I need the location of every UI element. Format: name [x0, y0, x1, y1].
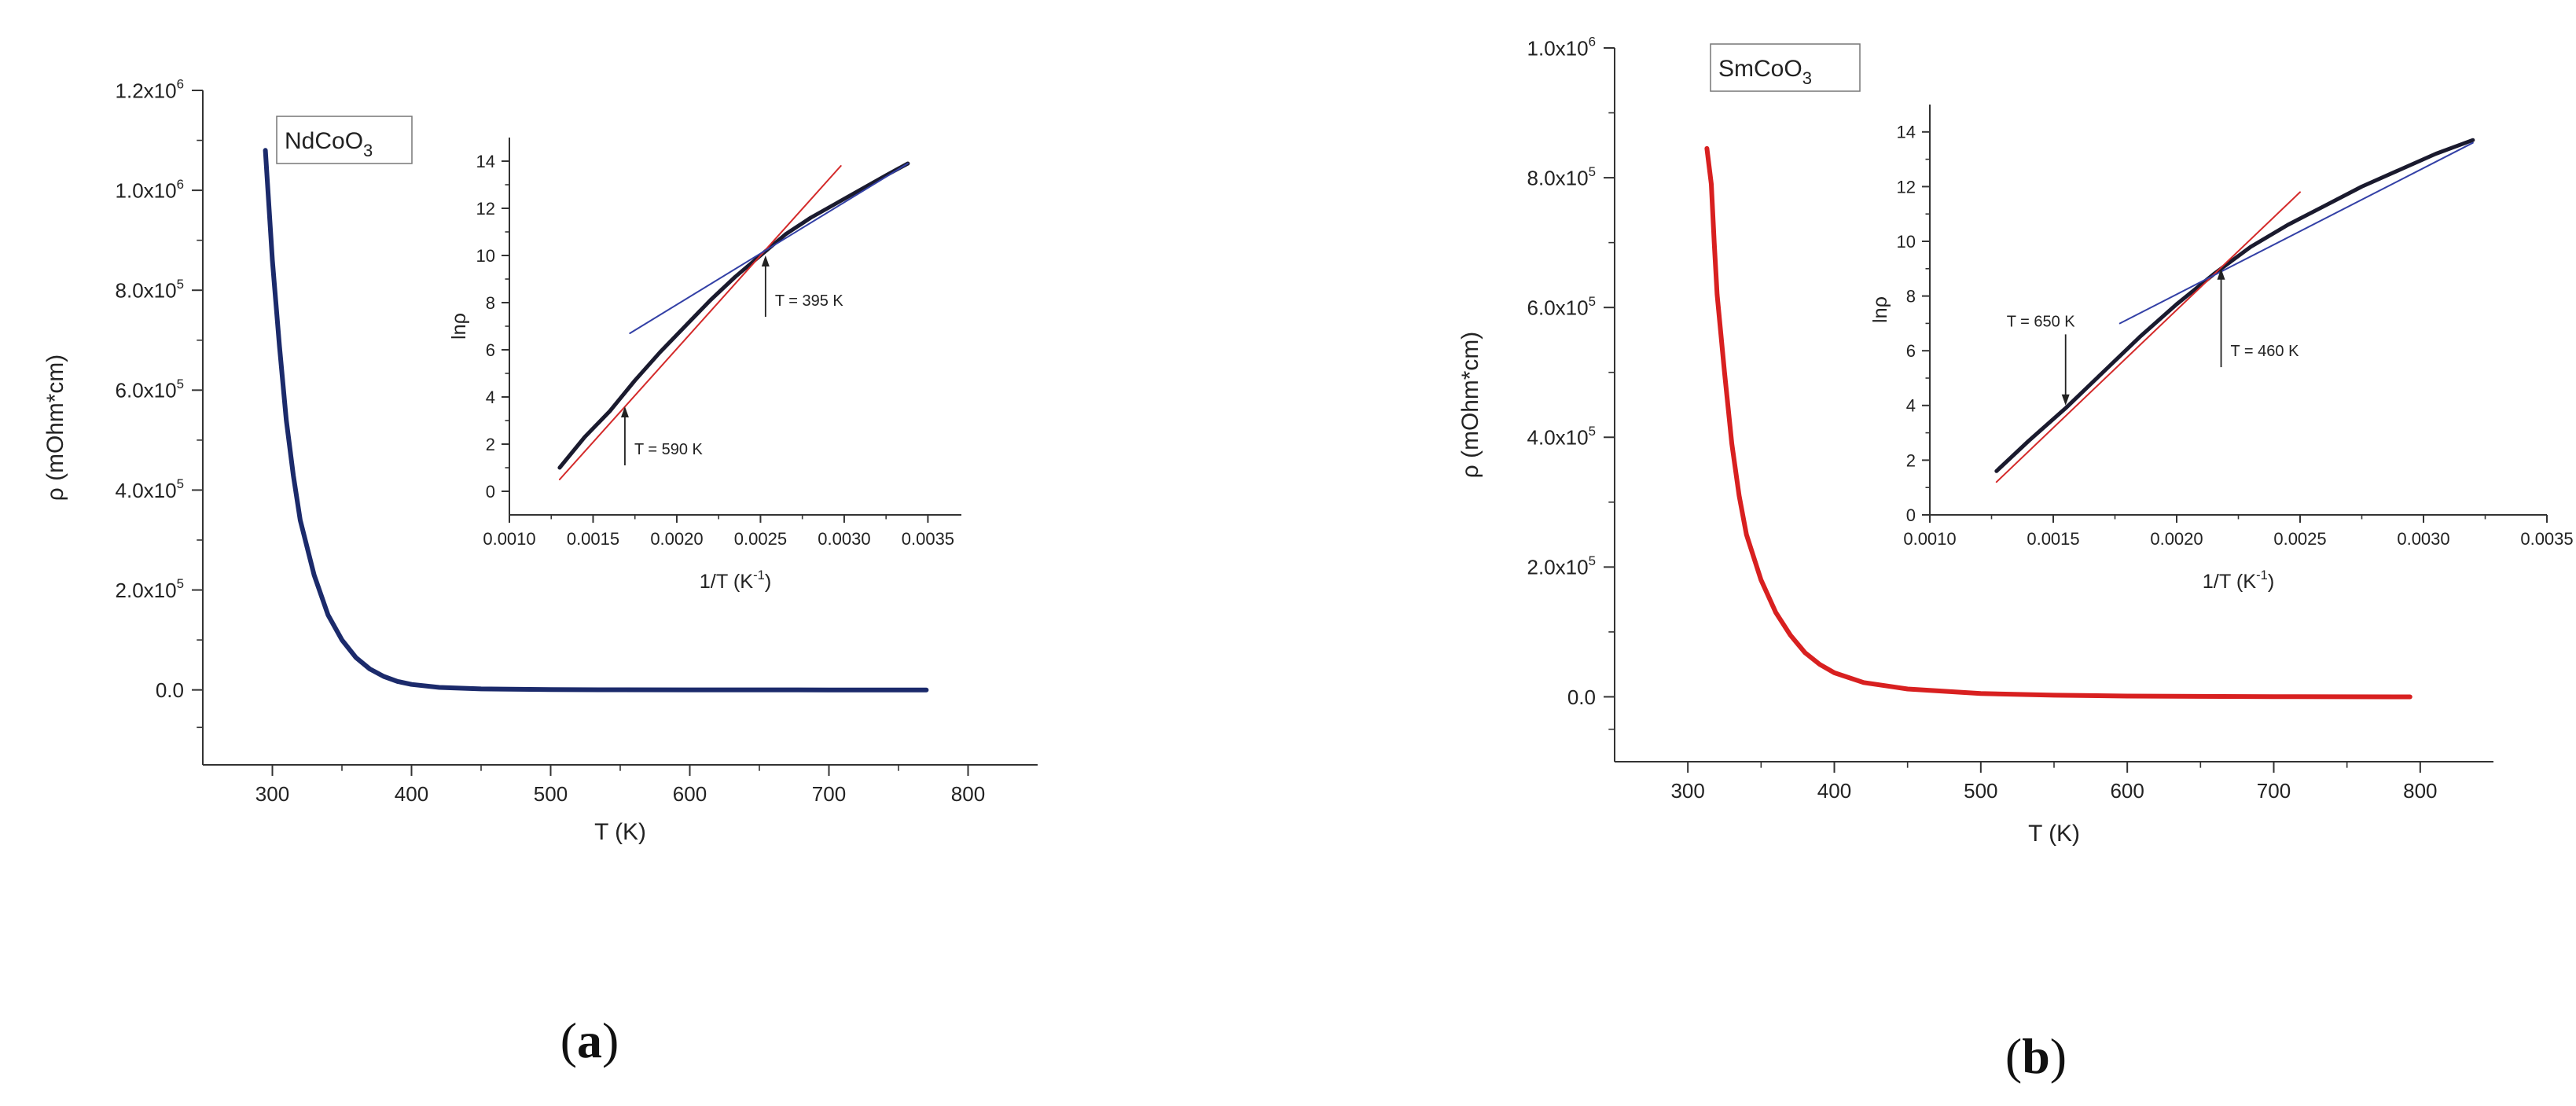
- y-tick-label: 14: [476, 152, 495, 171]
- y-tick-label: 6: [1906, 341, 1916, 361]
- x-tick-label: 700: [812, 782, 846, 806]
- y-tick-label: 8: [1906, 287, 1916, 307]
- b_main-legend-box: SmCoO3: [1710, 43, 1861, 92]
- a_main-axes: 300 400 500 600 700 800 0.0 2.0x105 4.0x105 6.0x1…: [42, 77, 1038, 845]
- b_main-axes: 300 400 500 600 700 800 0.0 2.0x105 4.0x105 6.0x1…: [1457, 35, 2493, 847]
- a_main-series-NdCoO3: [263, 148, 929, 693]
- x-tick-label: 0.0020: [650, 529, 703, 549]
- x-axis-label: T (K): [2028, 821, 2080, 847]
- y-tick-label: 4.0x105: [1527, 424, 1596, 450]
- y-tick-label: 8.0x105: [116, 277, 184, 303]
- annotation: T = 590 K: [620, 406, 704, 465]
- y-tick-label: 2: [486, 435, 495, 454]
- annotation-label: T = 650 K: [2007, 313, 2076, 330]
- y-tick-label: 0.0: [156, 678, 184, 702]
- y-tick-label: 2.0x105: [1527, 553, 1596, 579]
- annotation-arrowhead: [2217, 268, 2225, 280]
- legend-frame: [276, 116, 413, 164]
- x-tick-label: 400: [395, 782, 428, 806]
- a_inset-axes: 0.0010 0.0015 0.0020 0.0025 0.0030 0.0035 0 2 4 6…: [448, 138, 961, 593]
- y-tick-label: 12: [1897, 177, 1916, 197]
- y-axis-label: ρ (mOhm*cm): [42, 355, 68, 501]
- y-tick-label: 0: [486, 482, 495, 502]
- x-tick-label: 0.0030: [2397, 529, 2449, 549]
- y-tick-label: 0.0: [1567, 685, 1596, 709]
- x-tick-label: 0.0025: [2273, 529, 2326, 549]
- y-tick-label: 0: [1906, 505, 1916, 525]
- x-tick-label: 0.0035: [902, 529, 954, 549]
- x-tick-label: 0.0010: [483, 529, 535, 549]
- y-tick-label: 10: [1897, 232, 1916, 252]
- y-axis-label: lnρ: [1869, 296, 1891, 323]
- b_inset-background: [1875, 97, 2563, 593]
- a_inset-series-data: [557, 161, 910, 470]
- x-tick-label: 0.0025: [734, 529, 787, 549]
- x-tick-label: 800: [2403, 779, 2437, 803]
- y-tick-label: 8: [486, 293, 495, 313]
- x-axis-label: T (K): [594, 819, 646, 845]
- annotation-label: T = 590 K: [634, 441, 704, 458]
- annotation-arrowhead: [620, 406, 629, 417]
- a_inset-background: [454, 130, 977, 593]
- y-tick-label: 1.0x106: [1527, 35, 1596, 61]
- a_inset-series-fit-low: [558, 165, 842, 480]
- x-tick-label: 300: [1670, 779, 1704, 803]
- b_main-series-SmCoO3: [1704, 145, 2412, 700]
- y-axis-label: lnρ: [448, 313, 470, 340]
- x-tick-label: 0.0010: [1903, 529, 1956, 549]
- y-tick-label: 6.0x105: [1527, 294, 1596, 320]
- annotation-arrowhead: [2061, 394, 2070, 406]
- y-tick-label: 2: [1906, 450, 1916, 470]
- annotation: T = 650 K: [2007, 313, 2076, 406]
- x-tick-label: 0.0030: [818, 529, 870, 549]
- x-tick-label: 700: [2257, 779, 2291, 803]
- panel-a-label: (a): [560, 1012, 619, 1068]
- y-tick-label: 6.0x105: [116, 377, 184, 402]
- a_inset-series-fit-high: [629, 163, 909, 334]
- annotation-label: T = 395 K: [775, 292, 844, 310]
- y-tick-label: 4: [1906, 396, 1916, 416]
- y-tick-label: 6: [486, 340, 495, 360]
- x-tick-label: 400: [1817, 779, 1851, 803]
- y-tick-label: 4.0x105: [116, 476, 184, 502]
- y-tick-label: 2.0x105: [116, 576, 184, 602]
- x-tick-label: 500: [1964, 779, 1997, 803]
- x-tick-label: 300: [255, 782, 289, 806]
- x-tick-label: 500: [534, 782, 568, 806]
- legend-frame: [1710, 43, 1861, 92]
- y-tick-label: 4: [486, 388, 495, 407]
- x-tick-label: 600: [673, 782, 707, 806]
- y-tick-label: 1.0x106: [116, 177, 184, 203]
- y-tick-label: 8.0x105: [1527, 164, 1596, 190]
- y-tick-label: 12: [476, 199, 495, 219]
- x-tick-label: 0.0020: [2150, 529, 2203, 549]
- y-tick-label: 14: [1897, 123, 1916, 142]
- x-tick-label: 0.0015: [2027, 529, 2079, 549]
- a_main-legend-box: NdCoO3: [276, 116, 413, 164]
- annotation-label: T = 460 K: [2231, 343, 2300, 360]
- panel-b-label: (b): [2005, 1028, 2067, 1084]
- x-tick-label: 600: [2110, 779, 2144, 803]
- y-tick-label: 1.2x106: [116, 77, 184, 103]
- b_inset-series-fit-high: [2118, 141, 2474, 325]
- x-tick-label: 0.0015: [567, 529, 619, 549]
- annotation: T = 460 K: [2217, 268, 2300, 368]
- annotation-arrowhead: [761, 255, 770, 266]
- x-tick-label: 0.0035: [2520, 529, 2573, 549]
- x-tick-label: 800: [951, 782, 985, 806]
- b_inset-series-data: [1994, 138, 2475, 473]
- annotation: T = 395 K: [761, 255, 844, 317]
- y-tick-label: 10: [476, 246, 495, 266]
- y-axis-label: ρ (mOhm*cm): [1457, 332, 1483, 478]
- b_inset-series-fit-low: [1995, 191, 2301, 483]
